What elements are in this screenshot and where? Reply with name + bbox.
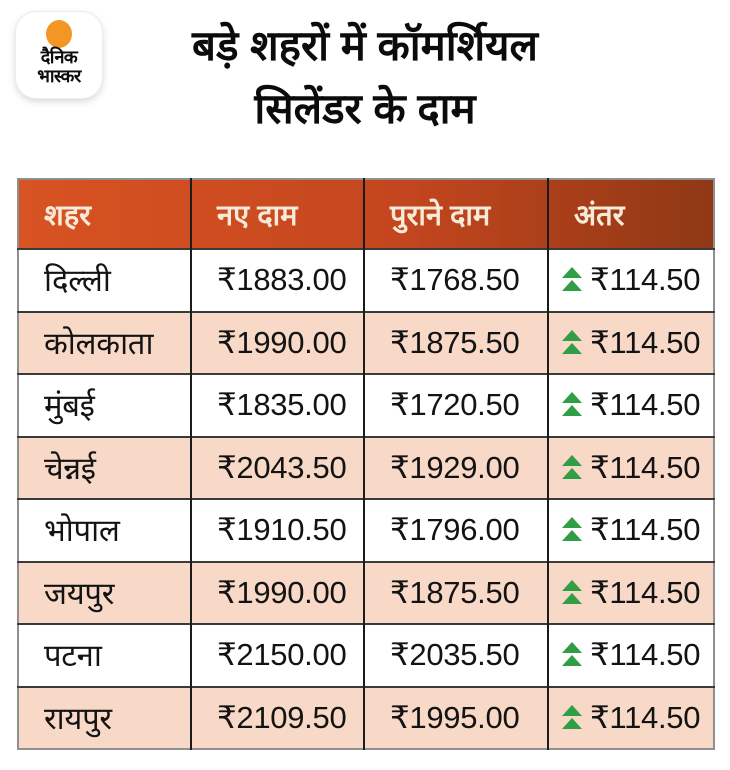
diff-value: ₹114.50 xyxy=(590,387,701,423)
double-chevron-up-icon xyxy=(561,642,583,668)
table-row: चेन्नई ₹2043.50 ₹1929.00 ₹114.50 xyxy=(18,436,714,499)
diff-value: ₹114.50 xyxy=(590,449,701,485)
column-header-diff: अंतर xyxy=(547,179,714,249)
table-row: पटना ₹2150.00 ₹2035.50 ₹114.50 xyxy=(18,624,714,687)
old-price-cell: ₹1796.00 xyxy=(363,499,548,562)
sun-icon xyxy=(46,20,72,48)
new-price-cell: ₹1883.00 xyxy=(190,249,364,312)
table-row: जयपुर ₹1990.00 ₹1875.50 ₹114.50 xyxy=(18,561,714,624)
old-price-cell: ₹1995.00 xyxy=(363,686,548,749)
city-cell: भोपाल xyxy=(44,513,120,549)
price-table: शहर नए दाम पुराने दाम अंतर दिल्ली ₹1883.… xyxy=(17,178,715,750)
new-price-cell: ₹1990.00 xyxy=(190,561,364,624)
diff-value: ₹114.50 xyxy=(590,574,701,610)
old-price-cell: ₹1720.50 xyxy=(363,374,548,437)
old-price-cell: ₹1875.50 xyxy=(363,311,548,374)
diff-value: ₹114.50 xyxy=(590,512,701,548)
diff-cell: ₹114.50 xyxy=(547,499,714,562)
diff-cell: ₹114.50 xyxy=(547,686,714,749)
table-header-row: शहर नए दाम पुराने दाम अंतर xyxy=(18,179,714,249)
table-row: मुंबई ₹1835.00 ₹1720.50 ₹114.50 xyxy=(18,374,714,437)
city-cell: चेन्नई xyxy=(44,450,96,486)
column-header-new-price: नए दाम xyxy=(190,179,364,249)
city-cell: रायपुर xyxy=(44,700,112,736)
diff-cell: ₹114.50 xyxy=(547,624,714,687)
logo-text-line1: दैनिक xyxy=(40,47,78,67)
double-chevron-up-icon xyxy=(561,454,583,481)
table-row: रायपुर ₹2109.50 ₹1995.00 ₹114.50 xyxy=(18,686,714,749)
city-cell: पटना xyxy=(44,638,102,674)
city-cell: दिल्ली xyxy=(44,263,111,299)
column-header-city: शहर xyxy=(44,199,91,232)
diff-value: ₹114.50 xyxy=(590,699,701,735)
diff-value: ₹114.50 xyxy=(590,262,701,298)
logo-text-line2: भास्कर xyxy=(37,66,81,86)
new-price-cell: ₹1835.00 xyxy=(190,374,364,437)
table-row: भोपाल ₹1910.50 ₹1796.00 ₹114.50 xyxy=(18,499,714,562)
table-row: कोलकाता ₹1990.00 ₹1875.50 ₹114.50 xyxy=(18,311,714,374)
diff-cell: ₹114.50 xyxy=(547,374,714,437)
city-cell: मुंबई xyxy=(44,388,95,424)
new-price-cell: ₹2109.50 xyxy=(190,686,364,749)
double-chevron-up-icon xyxy=(561,517,583,543)
diff-value: ₹114.50 xyxy=(590,324,701,360)
city-cell: कोलकाता xyxy=(44,325,154,361)
diff-cell: ₹114.50 xyxy=(547,561,714,624)
masthead: दैनिक भास्कर बड़े शहरों में कॉमर्शियल सि… xyxy=(0,0,730,170)
double-chevron-up-icon xyxy=(561,392,583,418)
double-chevron-up-icon xyxy=(561,579,583,606)
dainik-bhaskar-logo: दैनिक भास्कर xyxy=(16,12,102,98)
diff-value: ₹114.50 xyxy=(590,637,701,673)
diff-cell: ₹114.50 xyxy=(547,436,714,499)
double-chevron-up-icon xyxy=(561,267,583,293)
page-title: बड़े शहरों में कॉमर्शियल सिलेंडर के दाम xyxy=(0,14,730,140)
old-price-cell: ₹1768.50 xyxy=(363,249,548,312)
new-price-cell: ₹1910.50 xyxy=(190,499,364,562)
double-chevron-up-icon xyxy=(561,704,583,731)
new-price-cell: ₹1990.00 xyxy=(190,311,364,374)
old-price-cell: ₹1929.00 xyxy=(363,436,548,499)
page-title-line2: सिलेंडर के दाम xyxy=(254,85,476,132)
old-price-cell: ₹1875.50 xyxy=(363,561,548,624)
new-price-cell: ₹2150.00 xyxy=(190,624,364,687)
new-price-cell: ₹2043.50 xyxy=(190,436,364,499)
column-header-old-price: पुराने दाम xyxy=(363,179,548,249)
diff-cell: ₹114.50 xyxy=(547,311,714,374)
old-price-cell: ₹2035.50 xyxy=(363,624,548,687)
diff-cell: ₹114.50 xyxy=(547,249,714,312)
page-title-line1: बड़े शहरों में कॉमर्शियल xyxy=(191,22,539,69)
double-chevron-up-icon xyxy=(561,329,583,356)
city-cell: जयपुर xyxy=(44,575,115,611)
table-row: दिल्ली ₹1883.00 ₹1768.50 ₹114.50 xyxy=(18,249,714,312)
